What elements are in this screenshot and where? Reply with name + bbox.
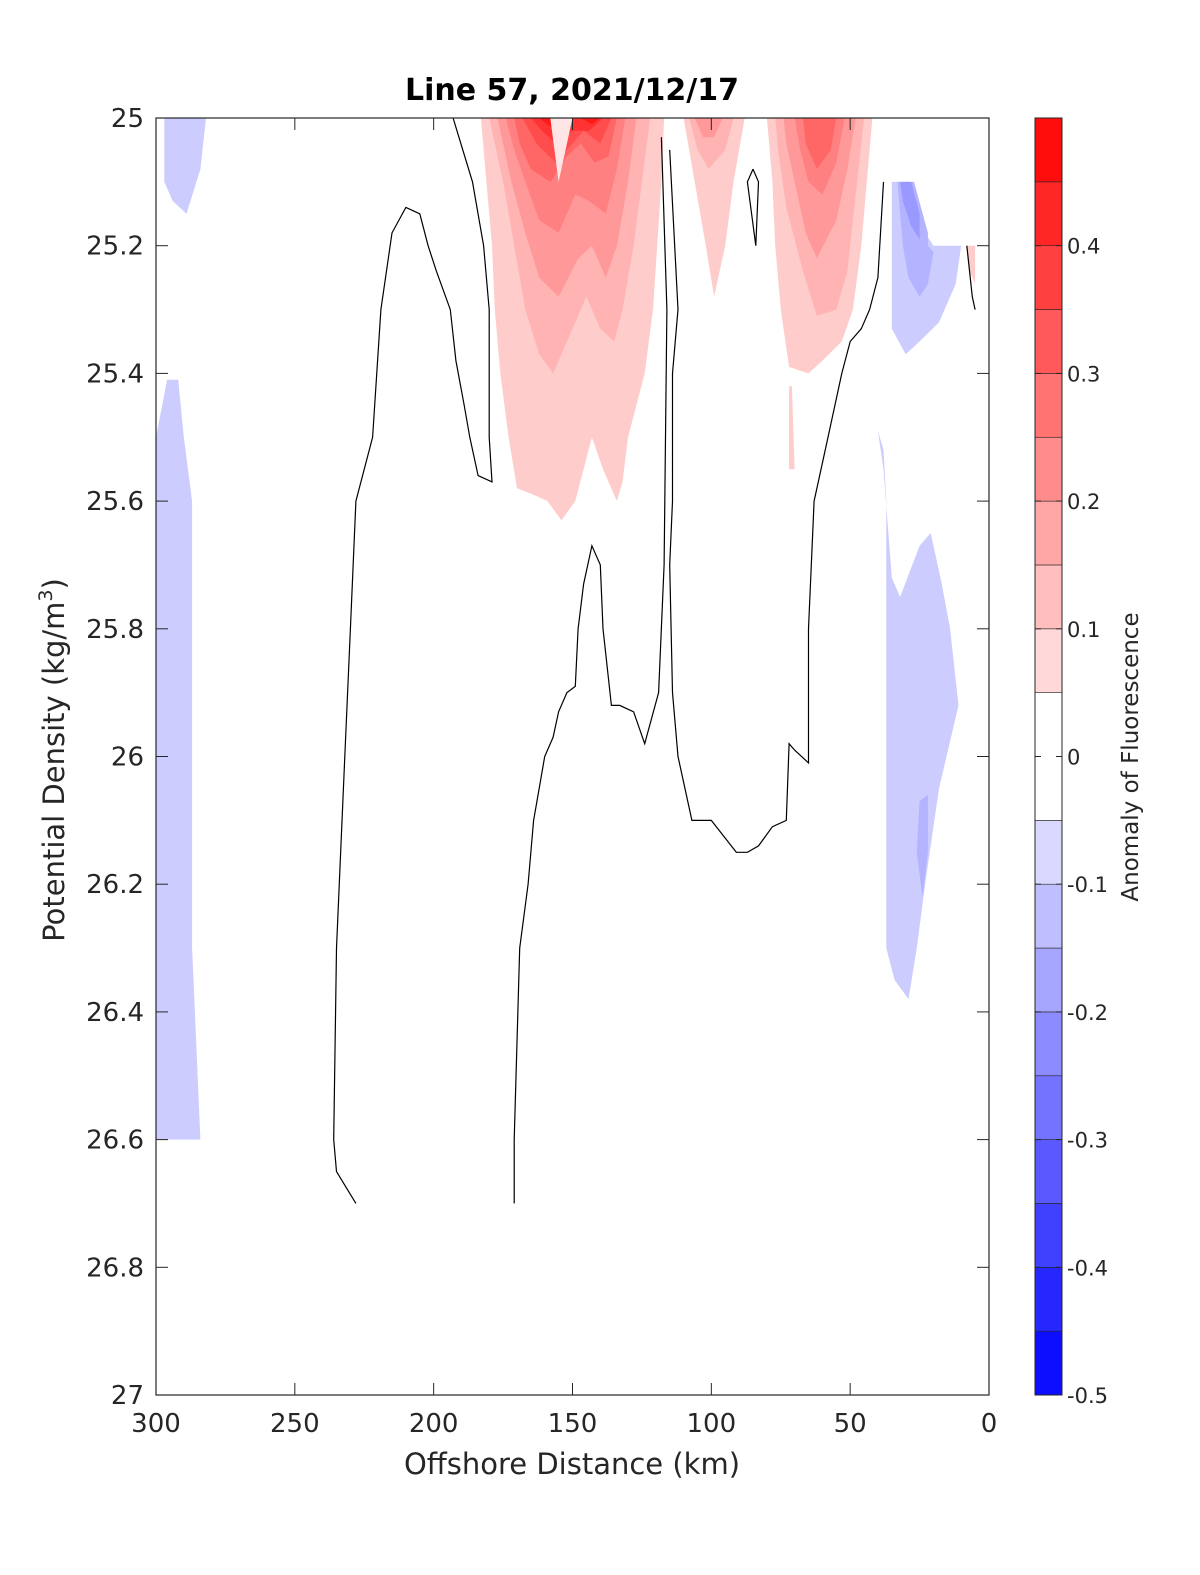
colorbar-cell [1034, 245, 1063, 310]
anomaly-region-5 [789, 386, 795, 470]
x-tick-label: 0 [981, 1409, 998, 1439]
colorbar-tick-label: -0.2 [1067, 1001, 1108, 1025]
colorbar-tick-label: -0.1 [1067, 873, 1108, 897]
y-tick-label: 26.8 [86, 1253, 144, 1283]
colorbar-cell [1034, 500, 1063, 566]
anomaly-region-17 [900, 181, 920, 240]
colorbar-label: Anomaly of Fluorescence [1118, 612, 1144, 901]
anomaly-region-10 [689, 118, 734, 170]
anomaly-region-8 [877, 430, 959, 1000]
anomaly-filled-regions [156, 118, 976, 1140]
y-tick-label: 25.4 [86, 359, 144, 389]
chart-title: Line 57, 2021/12/17 [405, 73, 739, 108]
contour-line-4 [966, 245, 976, 310]
contour-line-3 [746, 168, 760, 246]
contour-line-0 [333, 117, 493, 1204]
colorbar-tick-label: 0.1 [1067, 618, 1100, 642]
x-tick-label: 200 [409, 1409, 459, 1439]
anomaly-region-13 [916, 794, 928, 897]
colorbar-cell [1034, 1139, 1063, 1204]
x-axis-ticks: 300 250 200 150 100 50 0 [131, 118, 997, 1439]
anomaly-region-3 [683, 118, 745, 297]
anomaly-region-1 [156, 379, 201, 1140]
colorbar-tick-label: -0.5 [1067, 1384, 1108, 1408]
x-tick-label: 100 [687, 1409, 737, 1439]
x-axis-label: Offshore Distance (km) [404, 1447, 740, 1481]
contour-line-1 [669, 149, 885, 853]
colorbar-cell [1034, 373, 1063, 438]
y-tick-label: 25.8 [86, 615, 144, 645]
colorbar-tick-label: 0 [1067, 746, 1080, 770]
x-tick-label: 300 [131, 1409, 181, 1439]
colorbar-cell [1034, 1075, 1063, 1140]
plot-area: 300 250 200 150 100 50 0 2525.225.425.625.8262… [86, 104, 997, 1439]
colorbar-cell [1034, 883, 1063, 949]
y-tick-label: 26.4 [86, 998, 144, 1028]
y-axis-label: Potential Density (kg/m3) [35, 578, 71, 942]
colorbar-tick-label: -0.3 [1067, 1129, 1108, 1153]
colorbar-cell [1034, 436, 1063, 502]
colorbar: 0.4 0.3 0.2 0.1 0 -0.1 -0.2 -0.3 -0.4 -0.5 [1034, 117, 1108, 1408]
y-tick-label: 25.6 [86, 487, 144, 517]
y-tick-label: 27 [111, 1381, 144, 1411]
colorbar-cell [1034, 564, 1063, 630]
colorbar-cell [1034, 820, 1063, 885]
y-tick-label: 26.2 [86, 870, 144, 900]
colorbar-tick-label: -0.4 [1067, 1256, 1108, 1280]
colorbar-tick-label: 0.3 [1067, 362, 1100, 386]
colorbar-cell [1034, 628, 1063, 693]
x-tick-label: 150 [548, 1409, 598, 1439]
anomaly-region-26 [550, 118, 573, 182]
zero-contour-lines [333, 117, 976, 1204]
colorbar-cell [1034, 1330, 1063, 1396]
colorbar-tick-label: 0.2 [1067, 490, 1100, 514]
anomaly-region-15 [694, 118, 723, 138]
anomaly-region-25 [580, 118, 601, 125]
contour-line-2 [513, 137, 668, 1204]
colorbar-cell [1034, 309, 1063, 374]
colorbar-cell [1034, 1011, 1063, 1077]
colorbar-cell [1034, 181, 1063, 247]
colorbar-cell [1034, 1267, 1063, 1332]
y-tick-label: 26.6 [86, 1126, 144, 1156]
colorbar-ticks: 0.4 0.3 0.2 0.1 0 -0.1 -0.2 -0.3 -0.4 -0.5 [1035, 235, 1108, 1408]
anomaly-region-21 [803, 118, 837, 170]
x-tick-label: 250 [270, 1409, 320, 1439]
y-axis-ticks: 25 25.2 25.4 25.6 25.8 26 26.2 26.4 26.6 26.8 27 [86, 104, 989, 1411]
anomaly-region-6 [966, 245, 976, 284]
colorbar-cell [1034, 1203, 1063, 1268]
y-tick-label: 25.2 [86, 232, 144, 262]
anomaly-region-0 [156, 118, 206, 214]
y-tick-label: 25 [111, 104, 144, 134]
colorbar-tick-label: 0.4 [1067, 235, 1100, 259]
x-tick-label: 50 [834, 1409, 867, 1439]
colorbar-cell [1034, 947, 1063, 1013]
colorbar-frame [1034, 117, 1063, 1396]
y-tick-label: 26 [111, 743, 144, 773]
colorbar-cell [1034, 117, 1063, 183]
